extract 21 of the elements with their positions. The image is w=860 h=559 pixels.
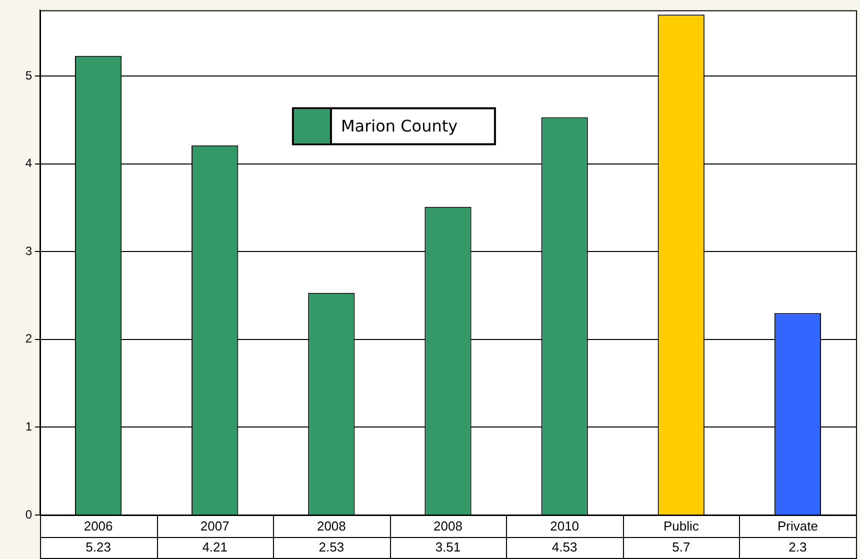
y-tick-label: 4 bbox=[25, 156, 32, 170]
x-tick-label: 2008 bbox=[316, 518, 346, 534]
x-tick-label: 2006 bbox=[84, 518, 113, 534]
x-tick-label: 2010 bbox=[550, 518, 580, 534]
x-tick-label: Private bbox=[777, 518, 818, 534]
data-label: 4.21 bbox=[202, 540, 228, 555]
y-tick-label: 2 bbox=[25, 332, 32, 346]
data-label: 3.51 bbox=[435, 540, 461, 555]
y-tick-label: 3 bbox=[25, 244, 32, 258]
x-tick-label: 2008 bbox=[434, 518, 462, 534]
x-tick-label: Public bbox=[663, 518, 700, 534]
data-label: 2.53 bbox=[318, 540, 344, 555]
data-label: 5.23 bbox=[86, 540, 111, 555]
y-tick-label: 0 bbox=[25, 507, 32, 522]
y-tick-label: 1 bbox=[25, 420, 32, 434]
y-tick-label: 5 bbox=[25, 68, 32, 82]
x-tick-label: 2007 bbox=[200, 518, 230, 534]
data-label: 5.7 bbox=[672, 540, 690, 555]
data-label: 4.53 bbox=[552, 540, 578, 555]
data-label: 2.3 bbox=[788, 540, 807, 555]
legend-label: Marion County bbox=[340, 116, 458, 136]
